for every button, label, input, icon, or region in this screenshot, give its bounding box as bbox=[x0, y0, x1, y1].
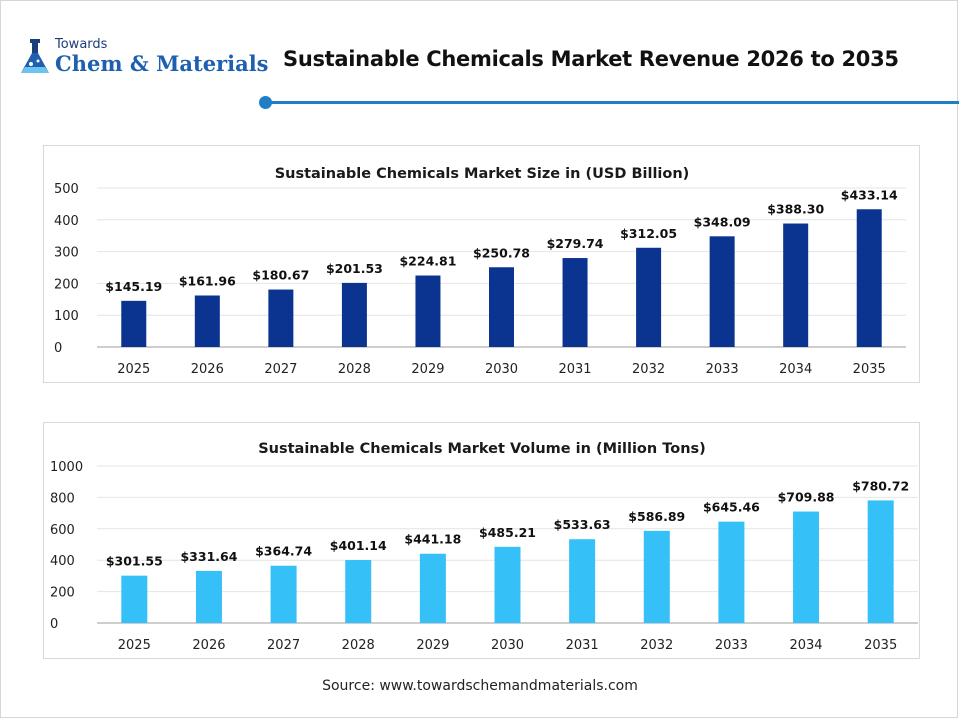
brand-logo: Towards Chem & Materials bbox=[17, 37, 269, 81]
y-tick-label: 100 bbox=[54, 309, 79, 324]
y-tick-label: 200 bbox=[54, 277, 79, 292]
market-volume-chart: Sustainable Chemicals Market Volume in (… bbox=[50, 441, 918, 653]
x-tick-label: 2031 bbox=[566, 638, 599, 653]
x-tick-label: 2034 bbox=[789, 638, 822, 653]
data-label: $364.74 bbox=[255, 544, 312, 559]
data-label: $145.19 bbox=[105, 279, 162, 294]
y-tick-label: 800 bbox=[50, 491, 75, 506]
data-label: $645.46 bbox=[703, 500, 760, 515]
brand-name: Chem & Materials bbox=[55, 51, 269, 76]
y-tick-label: 200 bbox=[50, 586, 75, 601]
x-tick-label: 2035 bbox=[864, 638, 897, 653]
market-size-chart: Sustainable Chemicals Market Size in (US… bbox=[54, 166, 906, 377]
bar-2032 bbox=[636, 247, 662, 347]
data-label: $433.14 bbox=[841, 187, 898, 202]
y-tick-label: 500 bbox=[54, 182, 79, 197]
y-tick-label: 300 bbox=[54, 246, 79, 261]
x-tick-label: 2025 bbox=[117, 362, 150, 377]
x-tick-label: 2032 bbox=[632, 362, 665, 377]
bar-2033 bbox=[718, 521, 745, 623]
chart-title: Sustainable Chemicals Market Size in (US… bbox=[275, 166, 690, 182]
bar-2027 bbox=[270, 565, 297, 623]
x-tick-label: 2030 bbox=[491, 638, 524, 653]
bar-2027 bbox=[268, 289, 294, 347]
brand-small-text: Towards bbox=[55, 37, 108, 52]
x-tick-label: 2028 bbox=[342, 638, 375, 653]
bar-2035 bbox=[867, 500, 894, 623]
data-label: $401.14 bbox=[330, 538, 387, 553]
bar-2032 bbox=[643, 530, 670, 623]
data-label: $250.78 bbox=[473, 245, 530, 260]
bar-2031 bbox=[569, 539, 596, 623]
data-label: $224.81 bbox=[399, 254, 456, 269]
data-label: $312.05 bbox=[620, 226, 677, 241]
bar-2035 bbox=[856, 209, 882, 347]
bar-2025 bbox=[121, 575, 148, 623]
data-label: $301.55 bbox=[106, 554, 163, 569]
x-tick-label: 2032 bbox=[640, 638, 673, 653]
x-tick-label: 2026 bbox=[192, 638, 225, 653]
data-label: $180.67 bbox=[252, 268, 309, 283]
y-tick-label: 600 bbox=[50, 523, 75, 538]
bar-2026 bbox=[194, 295, 220, 347]
data-label: $279.74 bbox=[547, 236, 604, 251]
x-tick-label: 2031 bbox=[558, 362, 591, 377]
data-label: $348.09 bbox=[694, 214, 751, 229]
x-tick-label: 2030 bbox=[485, 362, 518, 377]
data-label: $586.89 bbox=[628, 509, 685, 524]
data-label: $709.88 bbox=[778, 490, 835, 505]
bar-2029 bbox=[419, 553, 446, 623]
y-tick-label: 0 bbox=[54, 341, 62, 356]
page-title: Sustainable Chemicals Market Revenue 202… bbox=[283, 47, 899, 71]
data-label: $485.21 bbox=[479, 525, 536, 540]
bar-2034 bbox=[793, 511, 820, 623]
title-underline-dot bbox=[259, 96, 272, 109]
x-tick-label: 2026 bbox=[191, 362, 224, 377]
bar-2028 bbox=[345, 560, 372, 623]
bar-2028 bbox=[341, 282, 367, 347]
bar-2025 bbox=[121, 300, 147, 347]
data-label: $533.63 bbox=[554, 517, 611, 532]
market-size-chart-panel: Sustainable Chemicals Market Size in (US… bbox=[43, 145, 920, 383]
y-tick-label: 400 bbox=[50, 554, 75, 569]
data-label: $201.53 bbox=[326, 261, 383, 276]
bar-2030 bbox=[494, 546, 521, 623]
y-tick-label: 400 bbox=[54, 214, 79, 229]
market-volume-chart-panel: Sustainable Chemicals Market Volume in (… bbox=[43, 422, 920, 659]
bar-2033 bbox=[709, 236, 735, 347]
x-tick-label: 2027 bbox=[267, 638, 300, 653]
y-tick-label: 1000 bbox=[50, 460, 83, 475]
y-tick-label: 0 bbox=[50, 617, 58, 632]
source-note: Source: www.towardschemandmaterials.com bbox=[322, 678, 638, 694]
bar-2029 bbox=[415, 275, 441, 347]
flask-icon bbox=[21, 39, 49, 73]
data-label: $331.64 bbox=[180, 549, 237, 564]
x-tick-label: 2033 bbox=[715, 638, 748, 653]
x-tick-label: 2027 bbox=[264, 362, 297, 377]
bar-2026 bbox=[195, 570, 222, 623]
x-tick-label: 2029 bbox=[411, 362, 444, 377]
data-label: $780.72 bbox=[852, 478, 909, 493]
x-tick-label: 2029 bbox=[416, 638, 449, 653]
bar-2030 bbox=[489, 267, 514, 347]
x-tick-label: 2035 bbox=[853, 362, 886, 377]
chart-title: Sustainable Chemicals Market Volume in (… bbox=[258, 441, 706, 457]
data-label: $388.30 bbox=[767, 202, 824, 217]
x-tick-label: 2028 bbox=[338, 362, 371, 377]
x-tick-label: 2034 bbox=[779, 362, 812, 377]
data-label: $161.96 bbox=[179, 273, 236, 288]
data-label: $441.18 bbox=[404, 532, 461, 547]
x-tick-label: 2025 bbox=[118, 638, 151, 653]
bar-2031 bbox=[562, 258, 588, 347]
title-underline bbox=[265, 101, 959, 104]
x-tick-label: 2033 bbox=[706, 362, 739, 377]
bar-2034 bbox=[783, 223, 809, 347]
